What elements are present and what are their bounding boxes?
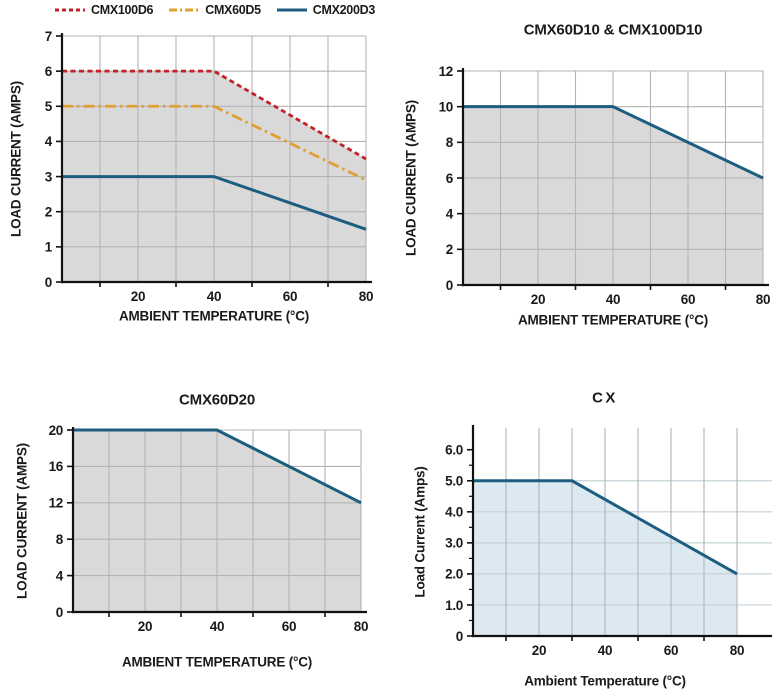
x-tick-label: 20 bbox=[138, 619, 152, 634]
x-tick-label: 80 bbox=[756, 292, 770, 307]
y-tick-label: 6 bbox=[446, 171, 454, 186]
y-tick-label: 5.0 bbox=[445, 474, 463, 489]
x-axis-title-chart2: AMBIENT TEMPERATURE (°C) bbox=[517, 312, 709, 328]
data-line bbox=[62, 175, 367, 231]
y-tick-label: 4.0 bbox=[445, 505, 463, 520]
y-tick-label: 16 bbox=[49, 459, 64, 474]
y-tick-label: 12 bbox=[49, 496, 63, 511]
chart4-title: CX bbox=[592, 389, 618, 407]
legend-label: CMX200D3 bbox=[312, 3, 376, 17]
y-tick-label: 8 bbox=[56, 532, 64, 547]
y-tick-label: 12 bbox=[439, 64, 453, 79]
legend: CMX100D6 CMX60D5 CMX200D3 bbox=[55, 3, 375, 17]
data-line bbox=[473, 479, 738, 576]
y-tick-label: 0 bbox=[456, 629, 463, 644]
y-tick-label: 5 bbox=[45, 99, 53, 114]
x-axis-title-chart1: AMBIENT TEMPERATURE (°C) bbox=[118, 308, 310, 324]
x-tick-label: 40 bbox=[210, 619, 224, 634]
y-tick-label: 6 bbox=[45, 64, 53, 79]
y-tick-label: 6.0 bbox=[445, 443, 463, 458]
y-tick-label: 0 bbox=[45, 275, 52, 290]
legend-line-dashed-icon bbox=[55, 8, 85, 12]
legend-line-dashdot-icon bbox=[169, 8, 200, 12]
x-tick-label: 40 bbox=[606, 292, 620, 307]
x-tick-label: 80 bbox=[359, 289, 373, 304]
x-tick-label: 20 bbox=[531, 292, 545, 307]
x-tick-label: 40 bbox=[207, 289, 221, 304]
y-tick-label: 1.0 bbox=[445, 598, 463, 613]
y-axis-title-chart1: LOAD CURRENT (AMPS) bbox=[8, 81, 24, 237]
x-tick-label: 80 bbox=[354, 619, 368, 634]
legend-label: CMX60D5 bbox=[205, 3, 261, 17]
y-axis-title-chart2: LOAD CURRENT (AMPS) bbox=[403, 100, 419, 256]
y-axis-title-chart4: Load Current (Amps) bbox=[412, 466, 428, 598]
x-tick-label: 20 bbox=[131, 289, 145, 304]
y-tick-label: 2 bbox=[45, 205, 52, 220]
x-tick-label: 60 bbox=[681, 292, 695, 307]
legend-label: CMX100D6 bbox=[91, 3, 154, 17]
y-tick-label: 8 bbox=[446, 135, 454, 150]
x-tick-label: 80 bbox=[730, 643, 744, 658]
y-tick-label: 20 bbox=[49, 423, 63, 438]
chart3-title: CMX60D20 bbox=[179, 391, 255, 409]
y-tick-label: 2 bbox=[446, 242, 453, 257]
x-tick-label: 60 bbox=[664, 643, 678, 658]
legend-item-cmx200d3: CMX200D3 bbox=[276, 3, 376, 17]
y-tick-label: 7 bbox=[45, 29, 52, 44]
legend-line-solid-icon bbox=[276, 8, 307, 12]
legend-item-cmx100d6: CMX100D6 bbox=[55, 3, 154, 17]
y-tick-label: 3 bbox=[45, 169, 53, 184]
x-tick-label: 60 bbox=[282, 619, 296, 634]
x-tick-label: 60 bbox=[283, 289, 297, 304]
data-line bbox=[463, 105, 764, 180]
y-tick-label: 4 bbox=[446, 206, 454, 221]
y-tick-label: 0 bbox=[446, 278, 453, 293]
y-tick-label: 10 bbox=[439, 99, 453, 114]
y-tick-label: 3.0 bbox=[445, 536, 463, 551]
x-tick-label: 20 bbox=[532, 643, 546, 658]
y-tick-label: 1 bbox=[45, 240, 53, 255]
y-tick-label: 4 bbox=[45, 134, 53, 149]
y-tick-label: 2.0 bbox=[445, 567, 463, 582]
x-axis-title-chart3: AMBIENT TEMPERATURE (°C) bbox=[121, 654, 313, 670]
y-axis-title-chart3: LOAD CURRENT (AMPS) bbox=[14, 443, 30, 599]
data-line bbox=[62, 104, 367, 182]
data-line bbox=[73, 428, 362, 505]
chart2-title: CMX60D10 & CMX100D10 bbox=[523, 21, 703, 39]
y-tick-label: 0 bbox=[56, 605, 63, 620]
x-axis-title-chart4: Ambient Temperature (°C) bbox=[524, 673, 686, 689]
y-tick-label: 4 bbox=[56, 568, 64, 583]
legend-item-cmx60d5: CMX60D5 bbox=[169, 3, 261, 17]
x-tick-label: 40 bbox=[598, 643, 612, 658]
